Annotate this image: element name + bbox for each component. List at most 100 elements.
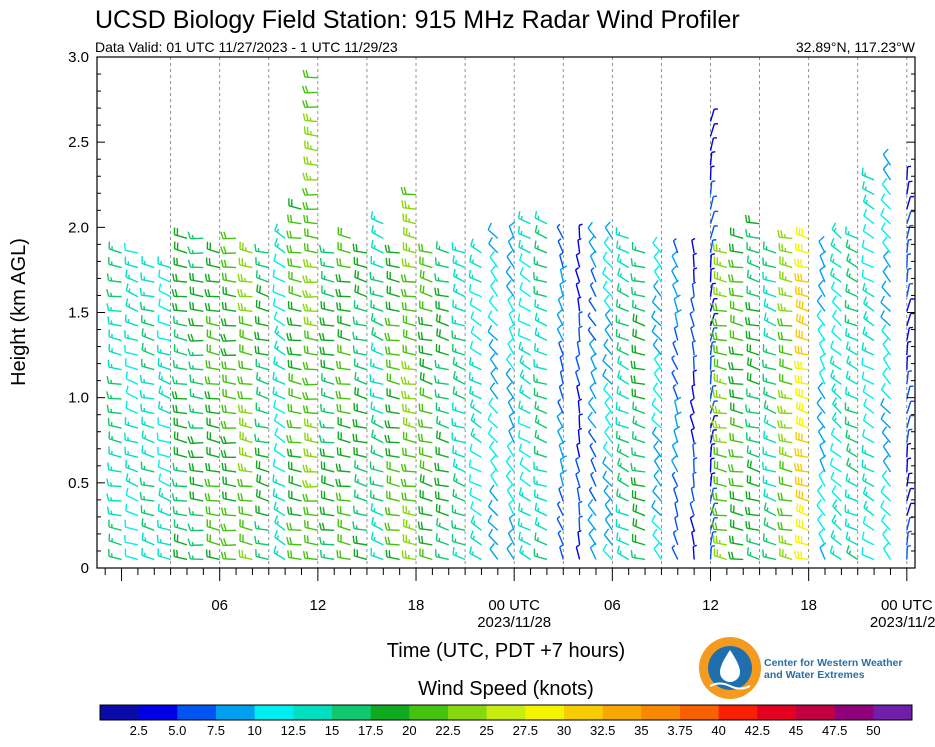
wind-barb bbox=[671, 355, 679, 371]
wind-barb bbox=[532, 272, 548, 283]
wind-barb bbox=[272, 298, 286, 312]
wind-barb bbox=[371, 414, 384, 429]
wind-barb bbox=[816, 411, 826, 429]
wind-barb bbox=[575, 471, 581, 487]
wind-barb bbox=[575, 281, 581, 297]
wind-barb bbox=[711, 331, 727, 342]
wind-barb bbox=[604, 221, 613, 239]
wind-barb bbox=[172, 462, 188, 473]
wind-barb bbox=[107, 359, 122, 371]
wind-barb bbox=[418, 535, 433, 546]
wind-barb bbox=[831, 383, 842, 400]
wind-barb bbox=[689, 515, 695, 531]
colorbar: 2.5 5.0 7.5 10 12.5 15 17.5 20 22.5 25 27.5 30 32.5 3… bbox=[99, 704, 913, 738]
wind-barb bbox=[204, 478, 220, 488]
wind-barb bbox=[370, 490, 384, 502]
wind-barb bbox=[303, 156, 318, 167]
wind-barb bbox=[744, 506, 760, 517]
wind-barb bbox=[220, 333, 237, 342]
colorbar-label: 10 bbox=[247, 723, 261, 738]
wind-barb bbox=[302, 172, 318, 181]
wind-barb bbox=[819, 250, 827, 268]
wind-barb bbox=[672, 384, 679, 400]
wind-barb bbox=[272, 371, 286, 385]
wind-barb bbox=[401, 200, 417, 210]
wind-barb bbox=[370, 531, 384, 546]
wind-barb bbox=[816, 396, 826, 414]
wind-barb bbox=[692, 354, 698, 370]
wind-barb bbox=[400, 186, 417, 196]
wind-barb bbox=[534, 225, 548, 239]
wind-barb bbox=[862, 326, 875, 342]
wind-barb bbox=[301, 100, 318, 109]
wind-barb bbox=[353, 300, 368, 312]
wind-barb bbox=[237, 492, 253, 502]
wind-barb bbox=[221, 301, 237, 313]
wind-barb bbox=[352, 345, 368, 356]
wind-barb bbox=[689, 310, 695, 327]
wind-barb bbox=[468, 459, 482, 473]
wind-barb bbox=[402, 403, 417, 415]
wind-barb bbox=[506, 280, 515, 298]
wind-barb bbox=[817, 382, 826, 400]
wind-barb bbox=[417, 331, 433, 342]
wind-barb bbox=[451, 504, 466, 517]
wind-barb bbox=[763, 400, 777, 415]
wind-barb bbox=[255, 270, 270, 283]
wind-barb bbox=[124, 417, 139, 429]
wind-barb bbox=[237, 463, 253, 473]
wind-barb bbox=[727, 361, 744, 371]
wind-barb bbox=[534, 400, 548, 415]
wind-barb bbox=[556, 411, 564, 429]
wind-barb bbox=[254, 331, 269, 342]
wind-barb bbox=[157, 417, 171, 429]
wind-barb bbox=[776, 318, 793, 327]
wind-barb bbox=[470, 311, 482, 327]
wind-barb bbox=[187, 420, 204, 429]
wind-barb bbox=[652, 382, 662, 400]
wind-barb bbox=[727, 464, 744, 473]
wind-barb bbox=[401, 447, 417, 458]
wind-barb bbox=[651, 324, 662, 342]
wind-barb bbox=[188, 361, 204, 371]
wind-barb bbox=[533, 387, 548, 400]
wind-barb bbox=[906, 530, 912, 545]
wind-barb bbox=[816, 294, 826, 312]
wind-barb bbox=[690, 325, 695, 341]
wind-barb bbox=[239, 329, 253, 342]
wind-barb bbox=[574, 267, 581, 283]
wind-barb bbox=[556, 223, 564, 239]
wind-barb bbox=[602, 280, 613, 298]
wind-barb bbox=[507, 235, 515, 254]
wind-barb bbox=[709, 137, 717, 151]
y-tick-label: 1.0 bbox=[68, 390, 89, 407]
wind-barb bbox=[730, 416, 744, 429]
wind-barb bbox=[451, 534, 466, 546]
wind-barb bbox=[402, 227, 417, 240]
wind-barb bbox=[254, 316, 269, 327]
wind-barb bbox=[709, 487, 717, 502]
wind-barb bbox=[906, 210, 915, 224]
wind-barb bbox=[469, 297, 482, 312]
wind-barb bbox=[507, 527, 515, 546]
wind-barb bbox=[617, 267, 630, 283]
wind-barb bbox=[125, 487, 139, 502]
wind-barb bbox=[286, 317, 302, 327]
wind-barb bbox=[861, 255, 875, 269]
x-tick-date-label: 2023/11/28 bbox=[477, 614, 551, 631]
wind-barb bbox=[108, 431, 122, 444]
colorbar-swatch bbox=[370, 705, 410, 720]
colorbar-label: 5.0 bbox=[168, 723, 186, 738]
wind-barb bbox=[206, 533, 220, 546]
colorbar-label: 15 bbox=[325, 723, 339, 738]
wind-barb bbox=[862, 384, 875, 400]
wind-barb bbox=[239, 344, 253, 356]
wind-barb bbox=[506, 484, 515, 502]
wind-barb bbox=[302, 550, 318, 561]
wind-barb bbox=[880, 295, 891, 312]
wind-barb bbox=[829, 457, 842, 473]
wind-barb bbox=[254, 345, 269, 356]
wind-barb bbox=[692, 457, 698, 472]
wind-barb bbox=[795, 503, 809, 517]
wind-barb bbox=[108, 343, 122, 356]
